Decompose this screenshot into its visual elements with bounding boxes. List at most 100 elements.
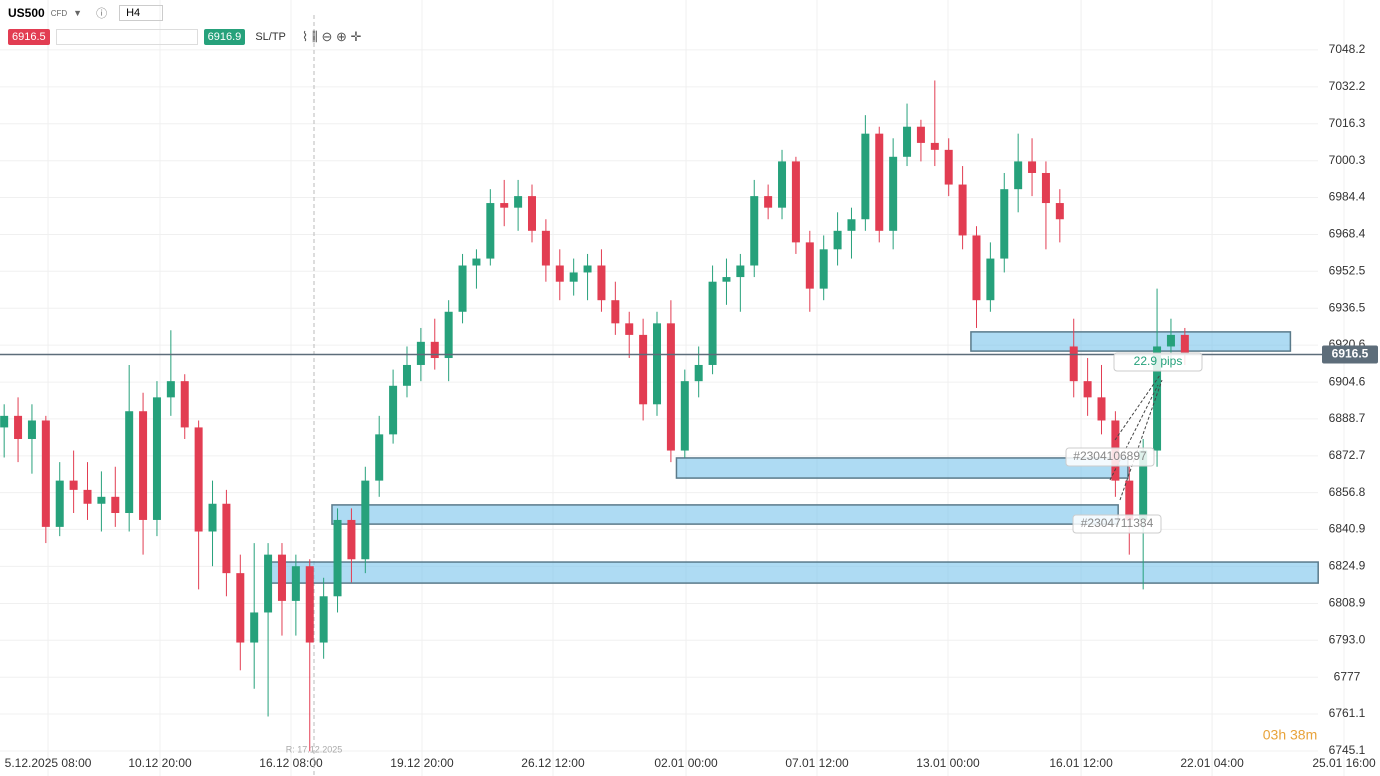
candle-body: [653, 323, 662, 405]
sltp[interactable]: SL/TP: [255, 31, 286, 43]
candle-body: [680, 381, 689, 451]
candle-body: [778, 161, 787, 208]
x-tick-label: 26.12 12:00: [521, 756, 585, 770]
candle-body: [402, 364, 411, 386]
order-zone: [268, 561, 1319, 584]
x-tick-label: 19.12 20:00: [390, 756, 454, 770]
candle-body: [139, 411, 148, 520]
candle-body: [305, 566, 314, 643]
candle-body: [430, 341, 439, 359]
dropdown[interactable]: ▼: [73, 8, 83, 18]
x-tick-label: 5.12.2025 08:00: [5, 756, 92, 770]
candle-body: [458, 265, 467, 312]
y-tick-label: 6968.4: [1329, 227, 1366, 241]
candle-body: [14, 415, 23, 439]
candle-body: [819, 249, 828, 289]
candle-body: [764, 196, 773, 208]
candle-body: [97, 496, 106, 504]
y-tick-label: 6856.8: [1329, 485, 1366, 499]
badge: CFD: [50, 8, 68, 18]
candle-body: [666, 323, 675, 451]
candle-body: [416, 341, 425, 365]
annotation: #2304711384: [1081, 516, 1154, 530]
candle-body: [861, 133, 870, 220]
candle-body: [472, 258, 481, 266]
y-tick-label: 6840.9: [1329, 522, 1366, 536]
x-tick-label: 16.01 12:00: [1049, 756, 1113, 770]
last-price-label: 6916.5: [1332, 347, 1369, 361]
candle-body: [1125, 480, 1134, 520]
candle-body: [639, 334, 648, 405]
candle-body: [514, 196, 523, 208]
candle-body: [583, 265, 592, 273]
x-tick-label: 10.12 20:00: [128, 756, 192, 770]
candle-body: [291, 566, 300, 601]
annotation: 22.9 pips: [1134, 354, 1183, 368]
candle-body: [250, 612, 259, 643]
candle-body: [389, 385, 398, 435]
candle-body: [986, 258, 995, 301]
candle-body: [722, 277, 731, 282]
candle-body: [597, 265, 606, 301]
timeframe[interactable]: H4: [119, 5, 164, 21]
tool-icons[interactable]: ⌇ ⫼ ⊖ ⊕ ✛: [301, 29, 362, 44]
candle-body: [361, 480, 370, 560]
x-tick-label: 16.12 08:00: [259, 756, 323, 770]
candle-body: [1000, 189, 1009, 259]
candle-body: [236, 573, 245, 643]
y-tick-label: 6984.4: [1329, 190, 1366, 204]
x-tick-label: 07.01 12:00: [785, 756, 849, 770]
candle-body: [1041, 172, 1050, 204]
y-tick-label: 7016.3: [1329, 116, 1366, 130]
candle-body: [833, 230, 842, 250]
candle-body: [694, 364, 703, 382]
candle-body: [1069, 346, 1078, 382]
last-price-box: [1322, 345, 1378, 364]
sell-price[interactable]: 6916.5: [8, 29, 50, 45]
candle-body: [264, 554, 273, 613]
marker-label: R: 17.12.2025: [286, 744, 343, 754]
candle-body: [569, 272, 578, 282]
candle-body: [194, 427, 203, 532]
candle-body: [375, 434, 384, 481]
candle-body: [1028, 161, 1037, 173]
candle-body: [486, 203, 495, 259]
candle-body: [111, 496, 120, 514]
candle-body: [27, 420, 36, 439]
candle-body: [555, 265, 564, 282]
y-tick-label: 6793.0: [1329, 632, 1366, 646]
symbol[interactable]: US500: [8, 6, 45, 20]
candle-body: [736, 265, 745, 278]
x-tick-label: 02.01 00:00: [654, 756, 718, 770]
candle-body: [1153, 346, 1162, 451]
y-tick-label: 6761.1: [1329, 706, 1366, 720]
candle-body: [1014, 161, 1023, 190]
candle-body: [69, 480, 78, 490]
y-tick-label: 6952.5: [1329, 263, 1366, 277]
candle-body: [750, 196, 759, 266]
candle-body: [180, 381, 189, 428]
info-icon[interactable]: ⓘ: [96, 8, 108, 20]
candle-body: [958, 184, 967, 236]
candle-body: [930, 142, 939, 150]
candle-body: [41, 420, 50, 527]
annotation-box: [1065, 447, 1155, 467]
candle-body: [55, 480, 64, 527]
candle-body: [625, 323, 634, 335]
candle-body: [166, 381, 175, 398]
candle-body: [611, 300, 620, 324]
annotation-box: [1113, 352, 1203, 372]
y-tick-label: 6808.9: [1329, 596, 1366, 610]
y-tick-label: 7000.3: [1329, 153, 1366, 167]
candle-body: [903, 126, 912, 157]
candle-body: [1083, 381, 1092, 398]
volume-input[interactable]: [55, 29, 198, 45]
y-tick-label: 6777: [1334, 669, 1361, 683]
y-tick-label: 6888.7: [1329, 411, 1366, 425]
y-tick-label: 7048.2: [1329, 42, 1366, 56]
buy-price[interactable]: 6916.9: [203, 29, 246, 45]
candle-body: [527, 196, 536, 231]
candle-body: [1139, 450, 1148, 520]
